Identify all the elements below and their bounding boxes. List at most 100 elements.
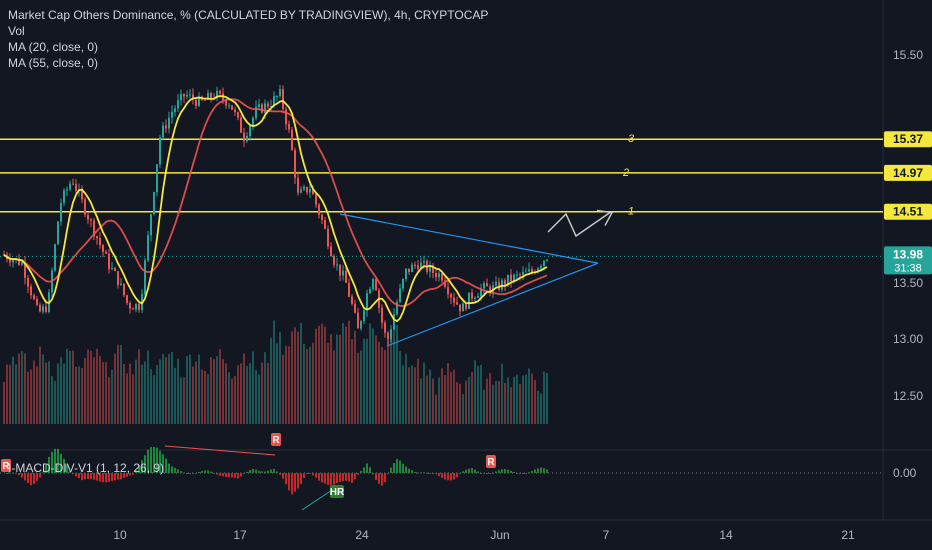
volume-bar [99,356,101,424]
macd-bar [258,470,260,473]
macd-bar [333,473,335,485]
macd-bar [537,468,539,473]
volume-bar [126,373,128,424]
volume-bar [492,384,494,424]
candle-body [447,286,449,295]
volume-bar [18,353,20,424]
macd-bar [378,473,380,484]
macd-bar [243,473,245,474]
volume-bar [228,372,230,424]
volume-bar [21,351,23,424]
volume-bar [39,346,41,424]
macd-bar [348,473,350,482]
volume-bar [255,370,257,424]
volume-bar [453,369,455,424]
volume-bar [354,330,356,424]
macd-bar [540,467,542,473]
macd-bar [120,473,122,480]
volume-bar [543,371,545,424]
candle-body [240,117,242,133]
candle-body [321,214,323,221]
macd-bar [525,473,527,474]
x-tick-label: 21 [841,528,855,542]
macd-bar [444,473,446,480]
candle-body [408,268,410,273]
macd-bar [189,473,191,474]
volume-bar [504,382,506,424]
volume-bar [417,358,419,424]
volume-bar [96,348,98,424]
signal-badge [1,459,11,472]
level-price-label: 14.51 [893,205,923,219]
candle-body [105,251,107,254]
legend-vol[interactable]: Vol [8,24,25,38]
volume-bar [270,337,272,424]
candle-body [249,125,251,136]
candle-body [33,295,35,300]
candle-body [456,302,458,305]
volume-bar [390,333,392,424]
macd-bar [450,473,452,481]
volume-bar [465,380,467,424]
volume-bar [267,362,269,424]
volume-bar [120,345,122,424]
candle-body [330,246,332,257]
candle-body [369,289,371,294]
volume-bar [36,366,38,424]
macd-bar [198,471,200,473]
volume-bar [327,342,329,424]
volume-bar [93,357,95,424]
macd-bar [387,473,389,475]
volume-bar [456,382,458,424]
macd-bar [249,469,251,473]
macd-bar [117,473,119,480]
candle-body [60,203,62,222]
macd-bar [18,473,20,476]
volume-bar [198,354,200,424]
candle-body [537,268,539,273]
candles [3,84,548,345]
macd-bar [42,472,44,474]
volume-bar [249,363,251,424]
volume-bar [27,371,29,424]
signal-label: HR [330,487,345,498]
legend-ma55[interactable]: MA (55, close, 0) [8,56,99,70]
macd-bar [183,472,185,474]
projection-arrowhead [596,209,614,226]
macd-bar [93,473,95,480]
macd-bar [210,471,212,473]
candle-body [63,190,65,204]
candle-body [384,322,386,333]
candle-body [306,186,308,193]
candle-body [303,186,305,190]
volume-bar [111,369,113,424]
macd-bar [246,471,248,473]
macd-bar [321,473,323,483]
volume-bar [351,339,353,424]
candle-body [264,103,266,113]
volume-bar [447,363,449,424]
symbol-title[interactable]: Market Cap Others Dominance, % (CALCULAT… [8,8,489,22]
macd-bar [306,473,308,475]
volume-bar [234,376,236,424]
volume-bar [186,356,188,424]
macd-bar [522,473,524,474]
candle-body [189,94,191,96]
candle-body [216,90,218,99]
volume-bar [87,349,89,424]
volume-bar [150,369,152,424]
volume-bar [336,334,338,424]
candle-body [372,278,374,290]
candle-body [207,93,209,100]
macd-bar [510,470,512,473]
candle-body [168,117,170,129]
candle-body [24,262,26,278]
candle-body [468,292,470,309]
candle-body [327,228,329,247]
indicator-title[interactable]: I-MACD-DIV-V1 (1, 12, 26, 9) [8,461,165,475]
legend-ma20[interactable]: MA (20, close, 0) [8,40,99,54]
candle-body [336,264,338,266]
macd-bar [51,451,53,473]
